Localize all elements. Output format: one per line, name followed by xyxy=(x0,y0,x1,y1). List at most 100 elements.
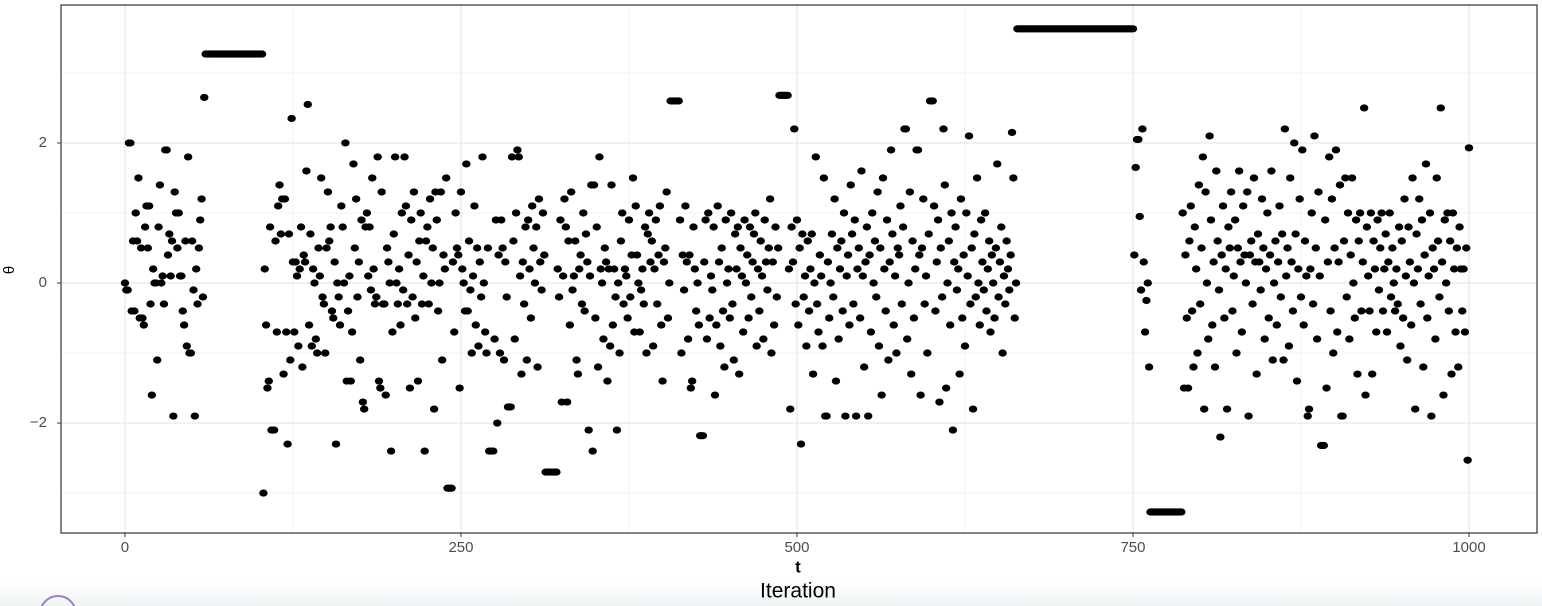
point xyxy=(685,251,694,259)
point xyxy=(884,356,893,364)
point xyxy=(976,216,986,224)
point xyxy=(947,209,956,217)
point xyxy=(734,370,744,378)
point xyxy=(339,279,349,287)
point xyxy=(1144,363,1154,371)
point xyxy=(804,307,814,315)
point xyxy=(511,209,521,217)
point xyxy=(622,272,631,280)
point xyxy=(470,202,479,210)
point xyxy=(370,300,380,308)
point xyxy=(456,188,466,196)
point xyxy=(650,265,659,273)
point xyxy=(1009,174,1018,182)
point xyxy=(631,202,640,210)
point xyxy=(1408,174,1417,182)
point xyxy=(440,265,450,273)
point xyxy=(381,391,390,399)
point xyxy=(1450,265,1459,273)
point xyxy=(862,223,872,231)
point xyxy=(303,100,312,109)
point xyxy=(193,300,202,308)
point xyxy=(286,356,295,364)
point xyxy=(1269,279,1279,287)
point xyxy=(424,300,433,308)
point xyxy=(1460,328,1470,336)
point xyxy=(510,335,519,343)
point xyxy=(315,272,325,280)
point xyxy=(869,279,878,287)
point xyxy=(317,174,326,182)
point xyxy=(1249,174,1259,182)
point xyxy=(605,342,615,350)
point xyxy=(603,377,612,385)
point xyxy=(1346,251,1355,259)
point xyxy=(878,174,888,182)
point xyxy=(974,279,983,287)
point xyxy=(350,244,360,252)
point xyxy=(412,258,421,266)
point xyxy=(373,153,382,161)
point xyxy=(450,328,459,336)
point xyxy=(1333,328,1342,336)
point xyxy=(1441,279,1451,287)
point xyxy=(283,440,292,448)
point xyxy=(1319,441,1329,450)
point xyxy=(190,412,200,420)
point xyxy=(353,293,362,301)
point xyxy=(341,139,350,147)
point xyxy=(158,272,167,280)
point xyxy=(881,307,890,315)
point xyxy=(702,335,712,343)
logo xyxy=(40,595,76,606)
point xyxy=(1416,300,1425,308)
point xyxy=(1386,293,1396,301)
point xyxy=(1412,230,1421,238)
point xyxy=(1282,272,1291,280)
point xyxy=(183,153,193,161)
point xyxy=(1232,349,1241,357)
point xyxy=(1181,251,1190,259)
point xyxy=(392,279,401,287)
point xyxy=(273,202,283,210)
point xyxy=(310,279,319,287)
point xyxy=(1413,265,1423,273)
point xyxy=(818,342,827,350)
point xyxy=(517,370,526,378)
point xyxy=(689,223,698,231)
point xyxy=(1291,230,1300,238)
point xyxy=(173,244,182,252)
point xyxy=(337,202,346,210)
point xyxy=(411,314,420,322)
point xyxy=(712,321,721,329)
point xyxy=(1385,209,1394,217)
point xyxy=(765,195,775,203)
point xyxy=(1204,335,1213,343)
point xyxy=(704,209,713,217)
point xyxy=(376,384,385,392)
point xyxy=(364,272,373,280)
point xyxy=(1183,384,1193,392)
point xyxy=(407,216,416,224)
point xyxy=(474,342,483,350)
point xyxy=(941,384,951,392)
point xyxy=(1393,300,1402,308)
point xyxy=(888,230,897,238)
point xyxy=(1322,384,1331,392)
point xyxy=(864,412,873,420)
point xyxy=(799,293,808,301)
point xyxy=(1350,314,1359,322)
point xyxy=(170,188,179,196)
point xyxy=(937,293,947,301)
point xyxy=(677,349,686,357)
point xyxy=(490,335,499,343)
point xyxy=(838,307,847,315)
point xyxy=(907,370,916,378)
point xyxy=(1320,216,1330,224)
point xyxy=(536,258,545,266)
point xyxy=(822,412,831,420)
point xyxy=(1205,132,1214,140)
point xyxy=(534,195,544,203)
point xyxy=(1208,321,1217,329)
point xyxy=(982,307,991,315)
